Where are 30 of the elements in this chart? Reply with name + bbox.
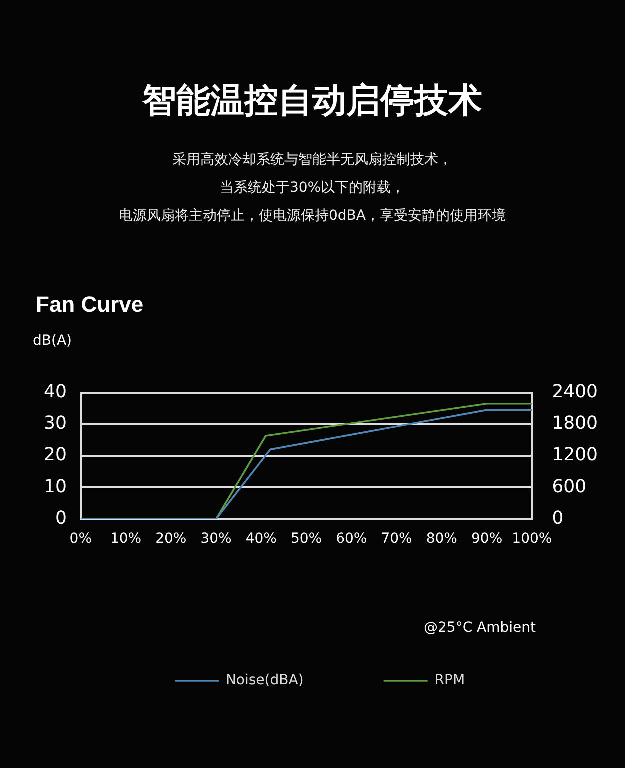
chart-subtitle: 采用高效冷却系统与智能半无风扇控制技术， bbox=[172, 151, 454, 170]
x-tick-label: 40% bbox=[246, 531, 277, 548]
y2-tick-label: 1200 bbox=[552, 444, 598, 466]
x-tick-label: 20% bbox=[156, 531, 187, 548]
x-tick-label: 10% bbox=[110, 531, 142, 548]
chart-title: 智能温控自动启停技术 bbox=[141, 80, 484, 123]
y2-tick-label: 600 bbox=[552, 476, 587, 498]
x-tick-label: 70% bbox=[381, 531, 412, 548]
y-tick-label: 30 bbox=[44, 413, 67, 434]
y-tick-label: 40 bbox=[44, 381, 67, 402]
text: Fan Curve bbox=[36, 292, 144, 318]
y2-tick-label: 1800 bbox=[552, 413, 598, 434]
x-tick-label: 30% bbox=[200, 531, 232, 548]
y-tick-label: 0 bbox=[55, 508, 67, 529]
x-tick-label: 100% bbox=[512, 531, 552, 548]
legend-label: RPM bbox=[434, 672, 466, 689]
x-tick-label: 50% bbox=[290, 531, 322, 548]
x-tick-label: 90% bbox=[472, 531, 503, 548]
y-tick-label: 10 bbox=[44, 476, 67, 498]
text: @25°C Ambient bbox=[424, 620, 536, 636]
x-tick-label: 60% bbox=[336, 531, 368, 548]
y2-tick-label: 0 bbox=[552, 508, 564, 529]
text: 电源风扇将主动停止，使电源保持0dBA，享受安静的使用环境 bbox=[118, 207, 507, 226]
text: 当系统处于30%以下的附载， bbox=[218, 179, 406, 198]
y2-tick-label: 2400 bbox=[552, 381, 598, 402]
legend-label: Noise(dBA) bbox=[226, 672, 304, 689]
x-tick-label: 0% bbox=[70, 531, 92, 548]
y-tick-label: 20 bbox=[44, 444, 67, 466]
y-axis-title: dB(A) bbox=[33, 333, 72, 349]
x-tick-label: 80% bbox=[426, 531, 458, 548]
